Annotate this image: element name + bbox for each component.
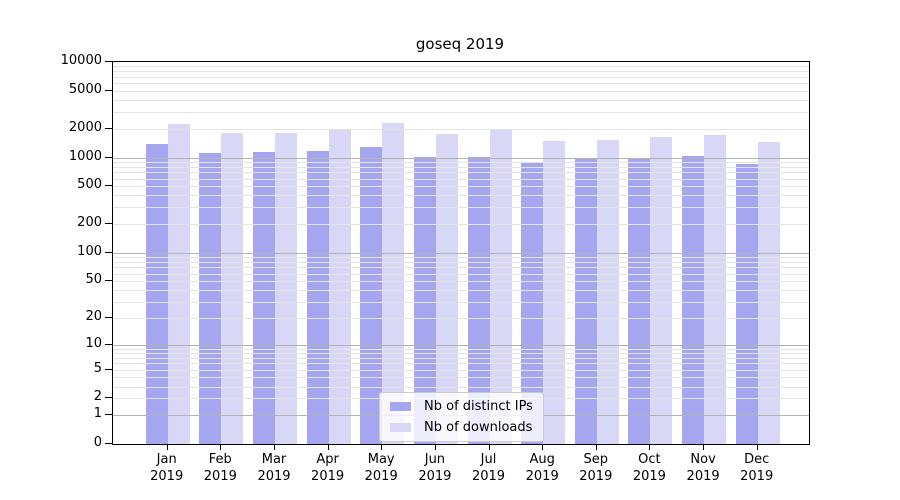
x-axis-tick-year: 2019: [632, 469, 666, 484]
legend-label-distinct-ips: Nb of distinct IPs: [424, 399, 533, 414]
y-axis-tick-label: 0: [93, 435, 102, 450]
bar-aug-downloads: [543, 141, 566, 444]
bar-dec-downloads: [757, 141, 780, 444]
bar-oct-downloads: [650, 136, 673, 444]
bar-aug-ips: [521, 162, 544, 444]
x-axis-tick-label: Aug 2019: [510, 451, 574, 485]
bar-nov-downloads: [704, 135, 727, 444]
x-axis-tick-label: Jun 2019: [403, 451, 467, 485]
bars-layer: [113, 62, 809, 444]
y-tick-mark: [105, 251, 112, 253]
y-tick-mark: [105, 156, 112, 158]
y-axis-tick-label: 100: [77, 243, 102, 259]
y-axis-tick-label: 20: [85, 308, 102, 324]
bar-apr-downloads: [328, 129, 351, 444]
legend-item-downloads: Nb of downloads: [390, 420, 533, 435]
y-axis-tick-label: 1000: [68, 148, 102, 164]
y-tick-mark: [105, 443, 112, 444]
x-axis-tick-year: 2019: [150, 469, 184, 484]
y-tick-mark: [105, 368, 112, 370]
y-tick-mark: [105, 397, 112, 399]
legend: Nb of distinct IPs Nb of downloads: [379, 392, 544, 442]
y-axis-tick-label: 5000: [68, 81, 102, 97]
y-axis-tick-label: 200: [77, 215, 102, 230]
x-axis-tick-label: Dec 2019: [725, 451, 789, 485]
x-axis-tick-label: Sep 2019: [564, 451, 628, 485]
bar-jul-ips: [467, 156, 490, 444]
bar-sep-ips: [574, 159, 597, 444]
x-axis-tick-year: 2019: [203, 469, 237, 484]
y-axis-tick-label: 500: [77, 177, 102, 193]
bar-jun-downloads: [435, 134, 458, 444]
bar-dec-ips: [735, 163, 758, 444]
y-tick-mark: [105, 316, 112, 318]
y-axis-tick-label: 1: [93, 406, 102, 422]
y-axis-tick-label: 5: [93, 360, 102, 376]
x-axis-tick-year: 2019: [364, 469, 398, 484]
y-tick-mark: [105, 279, 112, 281]
x-axis-tick-label: Feb 2019: [188, 451, 252, 485]
bar-jan-ips: [145, 143, 168, 444]
x-axis-tick-year: 2019: [525, 469, 559, 484]
y-tick-mark: [105, 127, 112, 129]
bar-feb-ips: [199, 152, 222, 444]
x-axis-tick-year: 2019: [311, 469, 345, 484]
x-axis-tick-label: Nov 2019: [671, 451, 735, 485]
x-axis-tick-year: 2019: [579, 469, 613, 484]
x-axis-tick-year: 2019: [686, 469, 720, 484]
x-axis-tick-year: 2019: [257, 469, 291, 484]
y-axis-tick-label: 10000: [60, 53, 102, 68]
chart-title: goseq 2019: [415, 35, 505, 53]
y-tick-mark: [105, 223, 112, 224]
legend-label-downloads: Nb of downloads: [424, 420, 533, 435]
legend-swatch-distinct-ips: [390, 402, 411, 411]
x-axis-tick-label: Mar 2019: [242, 451, 306, 485]
y-axis-tick-label: 10: [85, 335, 102, 351]
x-axis-tick-label: May 2019: [349, 451, 413, 485]
bar-jun-ips: [413, 156, 436, 444]
y-tick-mark: [105, 89, 112, 91]
bar-mar-ips: [253, 151, 275, 444]
y-axis-tick-label: 50: [85, 271, 102, 287]
plot-area: [112, 61, 810, 445]
bar-apr-ips: [306, 151, 329, 444]
bar-mar-downloads: [275, 132, 297, 444]
y-tick-mark: [105, 414, 112, 416]
legend-swatch-downloads: [390, 423, 411, 432]
x-axis-tick-year: 2019: [740, 469, 774, 484]
x-axis-tick-label: Jul 2019: [457, 451, 521, 485]
y-axis-tick-label: 2000: [68, 119, 102, 135]
x-axis-tick-year: 2019: [471, 469, 506, 484]
x-axis-tick-label: Apr 2019: [296, 451, 360, 485]
bar-nov-ips: [682, 156, 705, 444]
y-tick-mark: [105, 185, 112, 187]
x-axis-tick-label: Oct 2019: [617, 451, 681, 485]
legend-item-distinct-ips: Nb of distinct IPs: [390, 399, 533, 414]
bar-oct-ips: [628, 158, 651, 444]
x-axis-tick-year: 2019: [418, 469, 452, 484]
y-tick-mark: [105, 343, 112, 345]
y-axis-tick-label: 2: [93, 389, 102, 405]
bar-feb-downloads: [221, 132, 244, 444]
bar-jan-downloads: [167, 123, 190, 444]
y-tick-mark: [105, 61, 112, 62]
bar-sep-downloads: [596, 140, 619, 444]
x-axis-tick-label: Jan 2019: [135, 451, 199, 485]
bar-may-ips: [360, 146, 383, 444]
bar-jul-downloads: [489, 130, 512, 444]
